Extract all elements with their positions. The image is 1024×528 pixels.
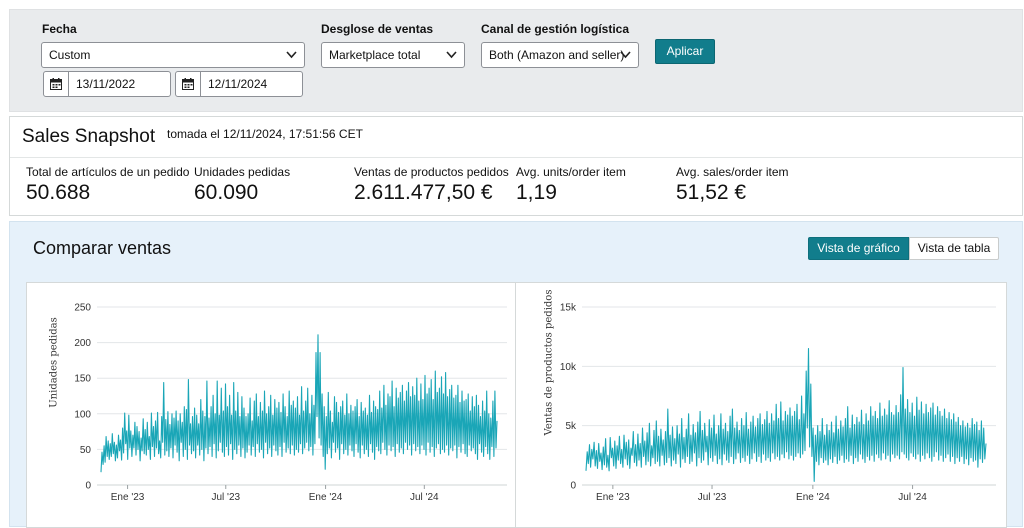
fecha-label: Fecha <box>42 22 77 36</box>
canal-label: Canal de gestión logística <box>481 22 630 36</box>
snapshot-timestamp: tomada el 12/11/2024, 17:51:56 CET <box>167 127 363 141</box>
snapshot-title: Sales Snapshot <box>22 126 156 147</box>
calendar-icon[interactable] <box>176 72 201 96</box>
desglose-select-value: Marketplace total <box>329 48 421 62</box>
y-tick-label: 200 <box>74 338 91 349</box>
metric-value: 2.611.477,50 € <box>354 181 493 204</box>
y-tick-label: 0 <box>570 481 576 492</box>
sales-snapshot-panel: Sales Snapshot tomada el 12/11/2024, 17:… <box>9 116 1023 216</box>
metric-avg-sales: Avg. sales/order item 51,52 € <box>676 165 789 205</box>
start-date-value: 13/11/2022 <box>76 77 136 91</box>
apply-button[interactable]: Aplicar <box>655 39 715 64</box>
metric-value: 50.688 <box>26 181 91 204</box>
series-line <box>100 334 498 473</box>
metric-total-items: Total de artículos de un pedido 50.688 <box>26 165 189 205</box>
desglose-group: Desglose de ventas <box>321 22 433 38</box>
metric-label: Avg. units/order item <box>516 165 626 179</box>
canal-group: Canal de gestión logística <box>481 22 629 38</box>
metric-sales: Ventas de productos pedidos 2.611.477,50… <box>354 165 509 205</box>
canal-select-value: Both (Amazon and seller) <box>489 48 625 62</box>
table-view-button[interactable]: Vista de tabla <box>909 237 999 260</box>
y-tick-label: 15k <box>560 303 577 314</box>
metric-label: Ventas de productos pedidos <box>354 165 509 179</box>
fecha-select[interactable]: Custom <box>41 42 305 68</box>
metric-label: Avg. sales/order item <box>676 165 789 179</box>
chevron-down-icon <box>446 43 457 76</box>
canal-select[interactable]: Both (Amazon and seller) <box>481 42 639 68</box>
desglose-select[interactable]: Marketplace total <box>321 42 465 68</box>
metric-units: Unidades pedidas 60.090 <box>194 165 290 205</box>
units-chart: 0 50 100 150 200 250 Ene '23 Jul '23 Ene '24 Jul … <box>74 303 507 503</box>
filter-bar: Fecha Custom 13/11/2022 12/11/2024 Desgl… <box>9 9 1023 112</box>
compare-title: Comparar ventas <box>33 238 172 258</box>
fecha-group: Fecha <box>42 22 77 38</box>
x-tick-label: Jul '24 <box>410 492 439 503</box>
y-tick-label: 100 <box>74 409 91 420</box>
graph-view-button[interactable]: Vista de gráfico <box>808 237 909 260</box>
y-tick-label: 250 <box>74 303 91 314</box>
metric-label: Total de artículos de un pedido <box>26 165 190 179</box>
y-tick-label: 50 <box>80 445 92 456</box>
metric-avg-units: Avg. units/order item 1,19 <box>516 165 626 205</box>
metric-value: 60.090 <box>194 181 259 204</box>
x-tick-label: Jul '24 <box>898 492 927 503</box>
x-tick-label: Ene '24 <box>309 492 343 503</box>
calendar-icon[interactable] <box>44 72 69 96</box>
chevron-down-icon <box>286 43 297 76</box>
y-tick-label: 10k <box>560 362 577 373</box>
units-chart-card: Unidades pedidas 0 50 100 150 200 250 Ene '23 J… <box>26 282 516 528</box>
snapshot-header: Sales Snapshot tomada el 12/11/2024, 17:… <box>10 117 1022 158</box>
x-tick-label: Jul '23 <box>211 492 240 503</box>
x-tick-label: Ene '23 <box>596 492 630 503</box>
metric-value: 1,19 <box>516 181 557 204</box>
metric-label: Unidades pedidas <box>194 165 291 179</box>
y-tick-label: 150 <box>74 374 91 385</box>
metric-value: 51,52 € <box>676 181 747 204</box>
chevron-down-icon <box>620 43 631 76</box>
end-date-value: 12/11/2024 <box>208 77 268 91</box>
sales-chart: 0 5k 10k 15k Ene '23 Jul '23 Ene '24 Jul '24 <box>560 303 996 503</box>
x-tick-label: Ene '24 <box>796 492 830 503</box>
x-tick-label: Ene '23 <box>111 492 145 503</box>
end-date-field[interactable]: 12/11/2024 <box>175 71 303 97</box>
y-tick-label: 5k <box>565 421 577 432</box>
series-line <box>585 347 987 482</box>
x-tick-label: Jul '23 <box>698 492 727 503</box>
fecha-select-value: Custom <box>49 48 91 62</box>
sales-chart-card: Ventas de productos pedidos 0 5k 10k 15k Ene… <box>515 282 1007 528</box>
y-tick-label: 0 <box>85 481 91 492</box>
desglose-label: Desglose de ventas <box>321 22 434 36</box>
start-date-field[interactable]: 13/11/2022 <box>43 71 171 97</box>
compare-sales-panel: Comparar ventas Vista de gráfico Vista d… <box>9 221 1023 528</box>
